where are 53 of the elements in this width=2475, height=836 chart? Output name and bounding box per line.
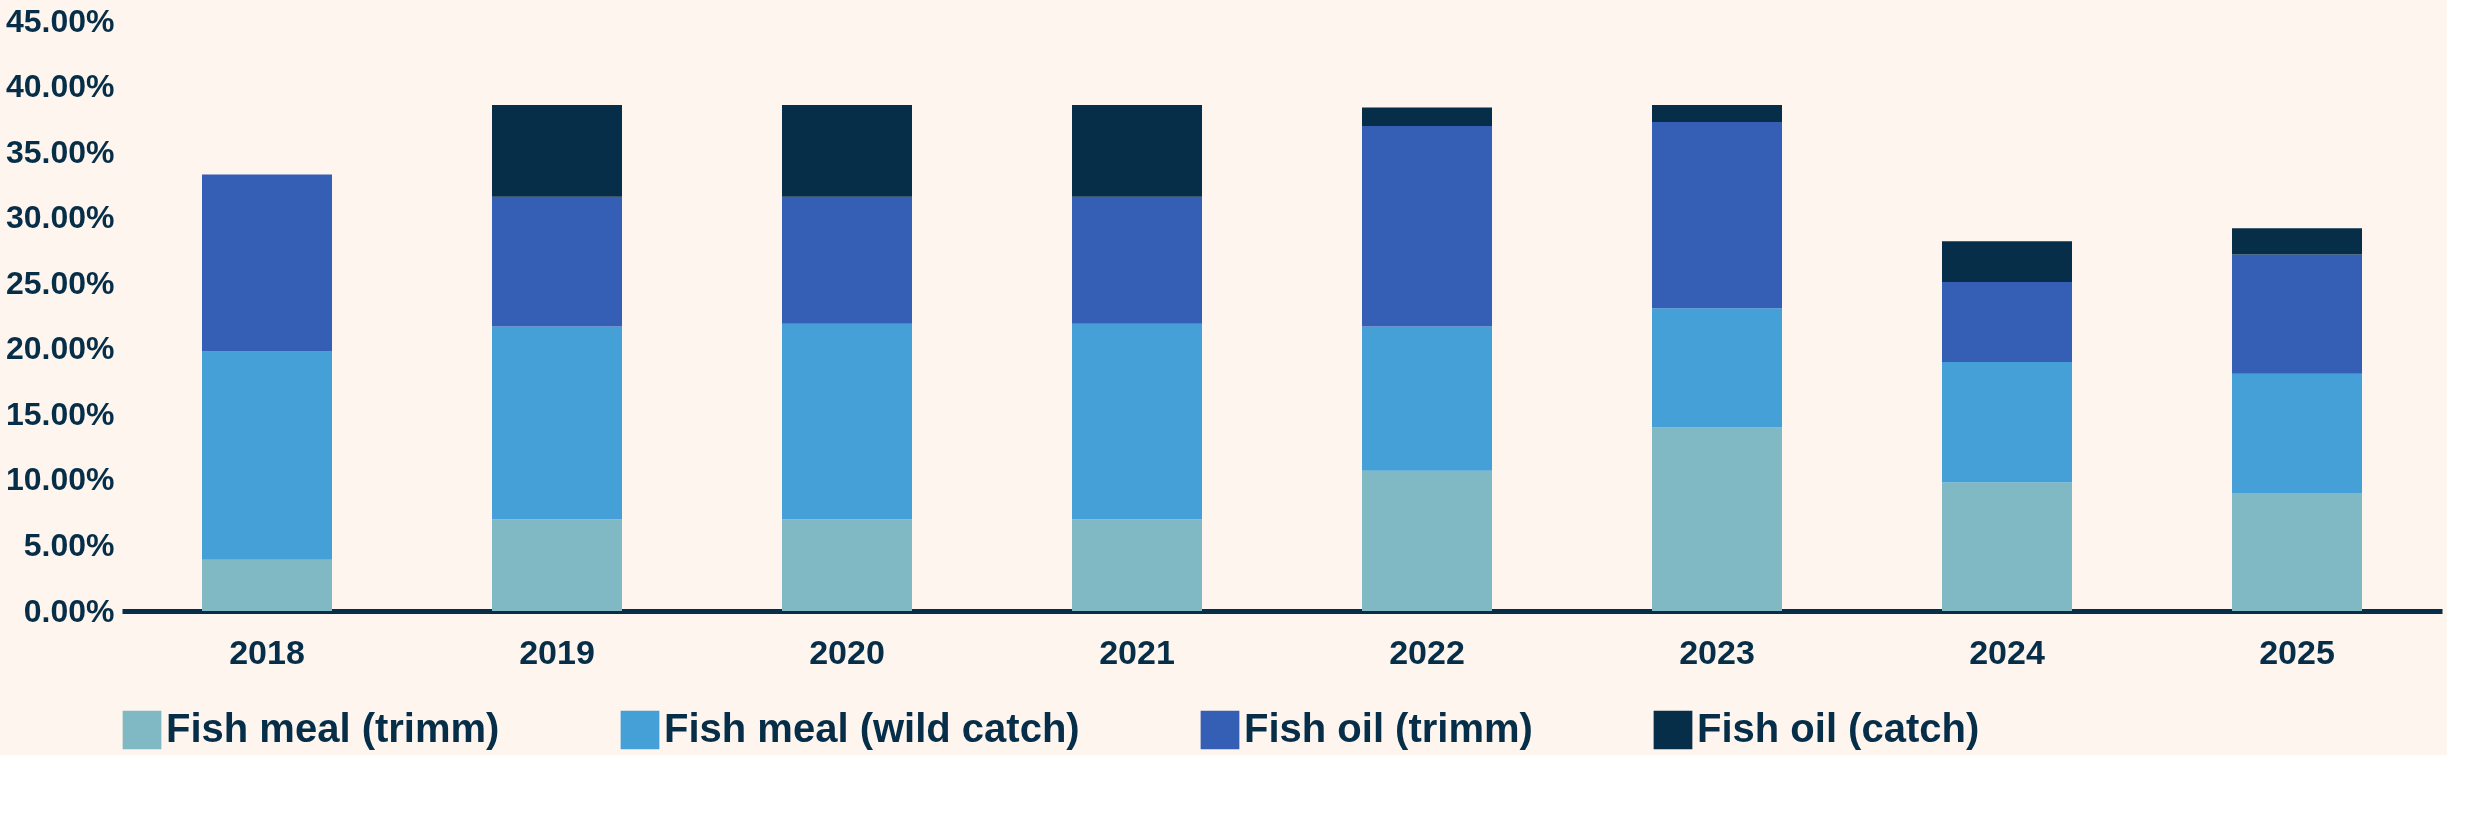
bar xyxy=(492,326,622,520)
bar xyxy=(492,104,622,197)
x-tick-label: 2025 xyxy=(2259,632,2335,671)
x-tick-label: 2023 xyxy=(1679,632,1755,671)
bar xyxy=(1072,196,1202,324)
bar xyxy=(1652,427,1782,611)
y-tick-label: 30.00% xyxy=(5,199,115,236)
bar xyxy=(1652,308,1782,428)
x-tick-label: 2018 xyxy=(229,632,305,671)
y-tick-label: 25.00% xyxy=(5,264,115,301)
bar xyxy=(1362,107,1492,126)
bar xyxy=(202,351,332,560)
bar xyxy=(1362,326,1492,471)
legend-label: Fish oil (catch) xyxy=(1697,706,1980,750)
bar xyxy=(2232,493,2362,611)
x-tick-label: 2024 xyxy=(1969,632,2045,671)
y-tick-label: 5.00% xyxy=(23,526,115,563)
x-tick-label: 2019 xyxy=(519,632,595,671)
bar xyxy=(1942,482,2072,611)
bar xyxy=(202,559,332,611)
y-tick-label: 35.00% xyxy=(5,133,115,170)
y-tick-label: 0.00% xyxy=(23,592,115,629)
bar xyxy=(202,174,332,352)
bar xyxy=(1072,519,1202,611)
legend-label: Fish meal (trimm) xyxy=(166,706,500,750)
x-tick-label: 2020 xyxy=(809,632,885,671)
bar xyxy=(2232,254,2362,374)
y-tick-label: 10.00% xyxy=(5,461,115,498)
bar xyxy=(1942,241,2072,282)
y-tick-label: 40.00% xyxy=(5,68,115,105)
bar xyxy=(782,323,912,520)
bar xyxy=(782,519,912,611)
bar xyxy=(782,104,912,197)
bar xyxy=(2232,228,2362,255)
bar xyxy=(1072,323,1202,520)
y-tick-label: 45.00% xyxy=(5,2,115,39)
x-tick-label: 2021 xyxy=(1099,632,1175,671)
bar xyxy=(1942,361,2072,483)
bar xyxy=(1652,121,1782,309)
legend-label: Fish meal (wild catch) xyxy=(664,706,1080,750)
bar xyxy=(492,196,622,327)
bar xyxy=(1362,125,1492,327)
y-tick-label: 15.00% xyxy=(5,395,115,432)
bar xyxy=(1942,281,2072,362)
bar xyxy=(1362,470,1492,611)
bar xyxy=(1652,104,1782,122)
y-tick-label: 20.00% xyxy=(5,330,115,367)
bar xyxy=(2232,373,2362,493)
bar xyxy=(782,196,912,324)
legend-label: Fish oil (trimm) xyxy=(1244,706,1533,750)
x-tick-label: 2022 xyxy=(1389,632,1465,671)
bar xyxy=(1072,104,1202,197)
bar xyxy=(492,519,622,611)
